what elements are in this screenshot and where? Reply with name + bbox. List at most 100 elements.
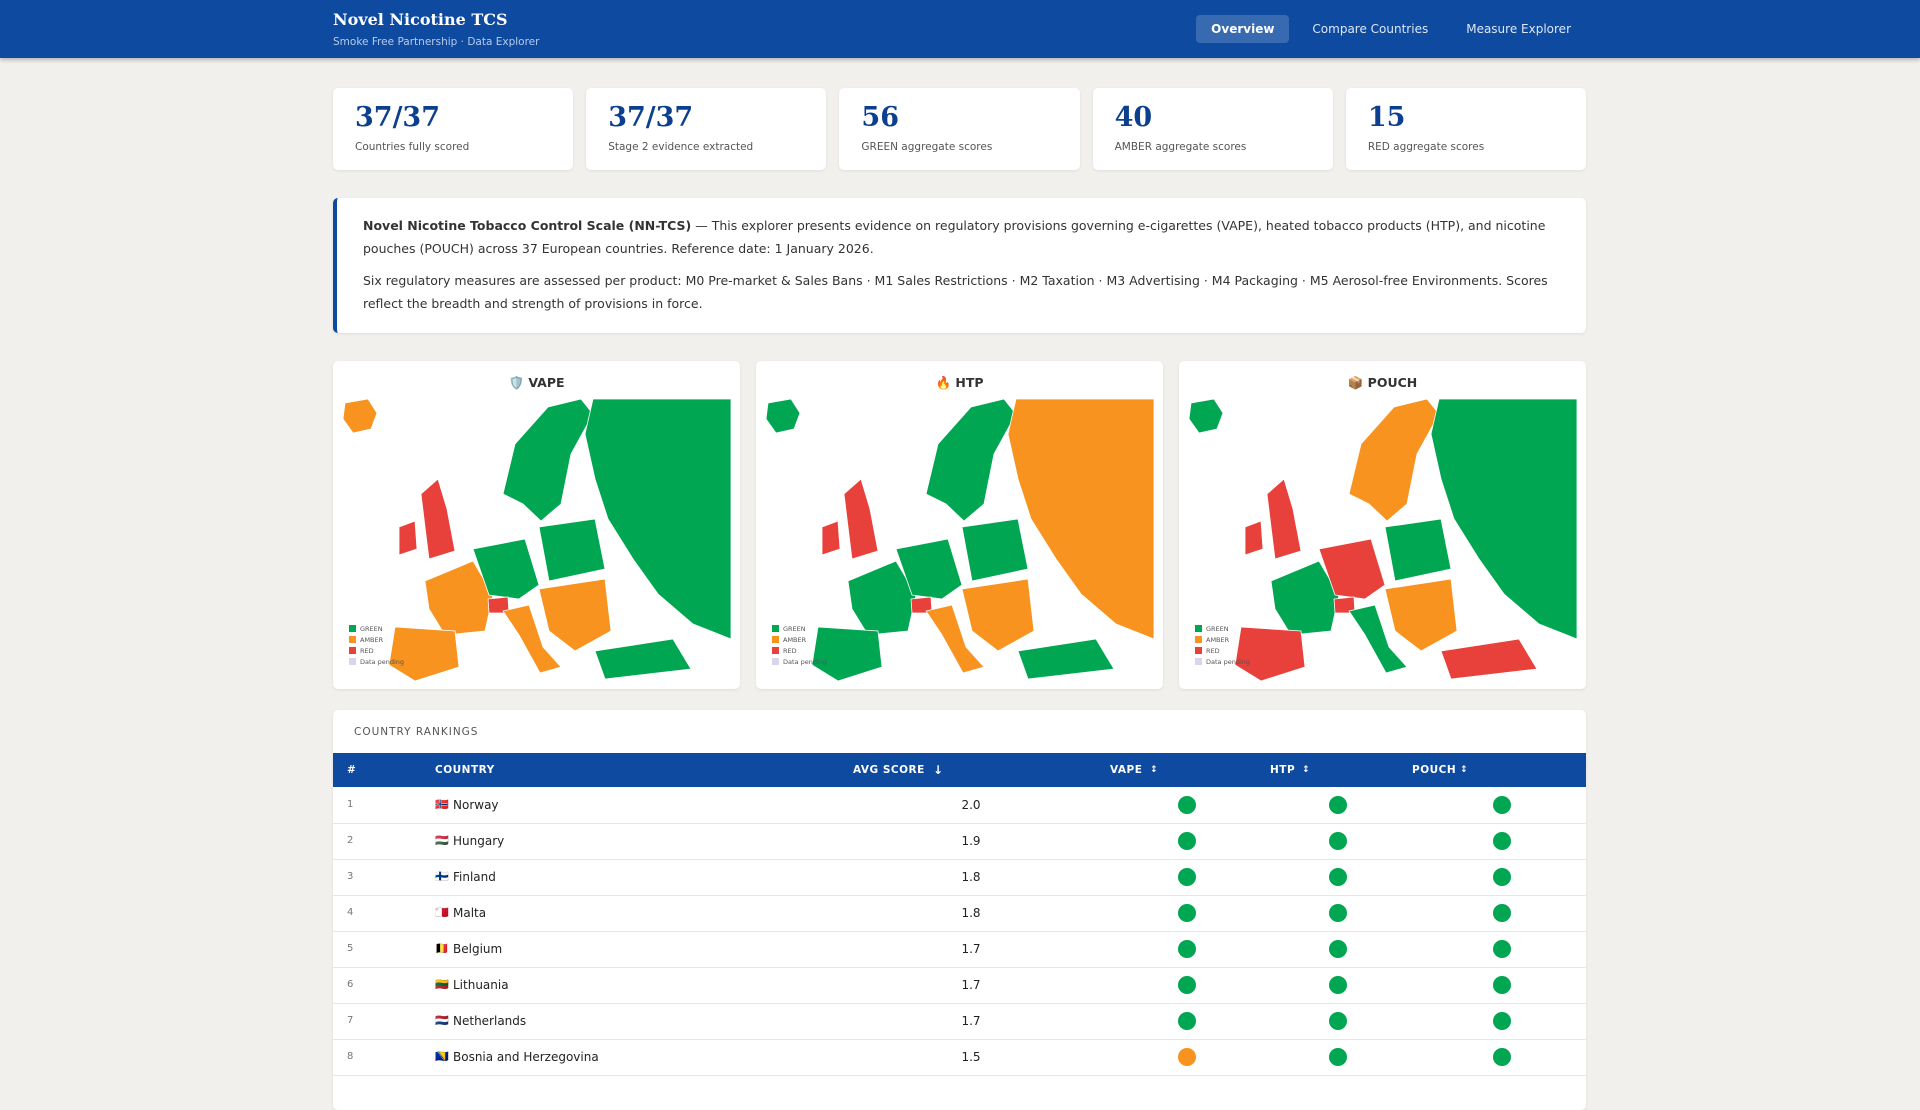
country-region bbox=[1348, 604, 1408, 674]
legend-swatch bbox=[1195, 658, 1202, 665]
legend-swatch bbox=[1195, 625, 1202, 632]
country-region bbox=[1244, 520, 1264, 556]
column-header[interactable]: AVG SCORE bbox=[853, 764, 925, 776]
stat-value: 37/37 bbox=[608, 102, 694, 133]
flag: 🇳🇱 bbox=[435, 1014, 449, 1027]
stats: 37/37 Countries fully scored 37/37 Stage 2 … bbox=[333, 88, 1587, 170]
table-row[interactable]: 5 🇧🇪 Belgium 1.7 bbox=[333, 931, 1586, 968]
stat-card: 37/37 Countries fully scored bbox=[333, 88, 574, 170]
sort-icon[interactable]: ↕ bbox=[1302, 765, 1311, 775]
country-region bbox=[847, 560, 917, 636]
rank: 2 bbox=[347, 835, 354, 846]
map-title: 🛡️ VAPE bbox=[508, 375, 565, 390]
country: Belgium bbox=[453, 942, 503, 956]
country-region bbox=[398, 520, 418, 556]
column-header: # bbox=[347, 764, 357, 776]
status-dot bbox=[1329, 796, 1347, 814]
status-dot bbox=[1178, 1012, 1196, 1030]
country-region bbox=[1189, 399, 1224, 434]
table-row[interactable]: 3 🇫🇮 Finland 1.8 bbox=[333, 859, 1586, 896]
rank: 1 bbox=[347, 799, 354, 810]
nav-tab[interactable]: Overview bbox=[1196, 15, 1290, 43]
country: Norway bbox=[453, 798, 499, 812]
legend-swatch bbox=[349, 636, 356, 643]
status-dot bbox=[1329, 976, 1347, 994]
flag: 🇲🇹 bbox=[435, 906, 449, 919]
stat-label: AMBER aggregate scores bbox=[1114, 141, 1247, 153]
map-title: 🔥 HTP bbox=[935, 375, 984, 390]
avg-score: 1.9 bbox=[961, 834, 981, 848]
status-dot bbox=[1178, 796, 1196, 814]
avg-score: 1.7 bbox=[961, 942, 981, 956]
rank: 6 bbox=[347, 979, 354, 990]
table-header: # COUNTRY AVG SCORE ↓ VAPE ↕ HTP ↕ POUCH ↕ bbox=[333, 753, 1586, 787]
legend-label: AMBER bbox=[360, 636, 384, 644]
rank: 7 bbox=[347, 1015, 354, 1026]
column-header[interactable]: HTP bbox=[1270, 764, 1296, 776]
legend-label: GREEN bbox=[1206, 625, 1229, 633]
map: GREEN AMBER RED Data pending bbox=[766, 399, 1154, 681]
country: Hungary bbox=[453, 834, 505, 848]
table-row[interactable]: 7 🇳🇱 Netherlands 1.7 bbox=[333, 1003, 1586, 1040]
sort-icon[interactable]: ↕ bbox=[1150, 765, 1159, 775]
legend-label: RED bbox=[360, 647, 374, 655]
status-dot bbox=[1178, 904, 1196, 922]
nav-tab[interactable]: Compare Countries bbox=[1312, 22, 1429, 36]
intro-paragraph: Novel Nicotine Tobacco Control Scale (NN… bbox=[363, 214, 1560, 260]
flag: 🇳🇴 bbox=[435, 798, 449, 811]
legend-swatch bbox=[349, 658, 356, 665]
legend-label: Data pending bbox=[1206, 658, 1250, 666]
flag: 🇧🇦 bbox=[435, 1050, 449, 1063]
legend-swatch bbox=[349, 647, 356, 654]
status-dot bbox=[1493, 904, 1511, 922]
status-dot bbox=[1178, 940, 1196, 958]
status-dot bbox=[1329, 1012, 1347, 1030]
country-region bbox=[1384, 578, 1458, 652]
legend-label: GREEN bbox=[360, 625, 383, 633]
table-row[interactable]: 4 🇲🇹 Malta 1.8 bbox=[333, 895, 1586, 932]
stat-label: Countries fully scored bbox=[355, 141, 470, 153]
stat-card: 15 RED aggregate scores bbox=[1345, 88, 1587, 170]
flag: 🇫🇮 bbox=[435, 870, 449, 883]
avg-score: 1.7 bbox=[961, 1014, 981, 1028]
status-dot bbox=[1329, 1048, 1347, 1066]
column-header[interactable]: VAPE bbox=[1110, 764, 1143, 776]
country-region bbox=[538, 578, 612, 652]
map: GREEN AMBER RED Data pending bbox=[343, 399, 731, 681]
stat-label: Stage 2 evidence extracted bbox=[608, 141, 754, 153]
legend-swatch bbox=[1195, 636, 1202, 643]
sort-icon[interactable]: ↓ bbox=[933, 763, 944, 777]
column-header[interactable]: POUCH bbox=[1412, 764, 1457, 776]
table-row[interactable]: 6 🇱🇹 Lithuania 1.7 bbox=[333, 967, 1586, 1004]
status-dot bbox=[1493, 940, 1511, 958]
country-region bbox=[502, 399, 594, 522]
country-region bbox=[961, 578, 1035, 652]
status-dot bbox=[1178, 1048, 1196, 1066]
stat-value: 15 bbox=[1367, 102, 1406, 133]
nav-tab[interactable]: Measure Explorer bbox=[1466, 22, 1571, 36]
stat-value: 37/37 bbox=[355, 102, 441, 133]
legend-swatch bbox=[772, 658, 779, 665]
map-panel: 🛡️ VAPE GREEN AMBER RED Data pending bbox=[333, 361, 740, 689]
country-region bbox=[538, 518, 606, 582]
column-header: COUNTRY bbox=[435, 764, 495, 776]
rankings: COUNTRY RANKINGS # COUNTRY AVG SCORE ↓ VAPE ↕… bbox=[333, 710, 1586, 1110]
stat-label: RED aggregate scores bbox=[1367, 141, 1485, 153]
country-region bbox=[1234, 626, 1306, 681]
country: Lithuania bbox=[453, 978, 509, 992]
table-row[interactable]: 1 🇳🇴 Norway 2.0 bbox=[333, 787, 1586, 824]
country-region bbox=[1348, 399, 1440, 522]
intro-text: — This explorer presents evidence on reg… bbox=[363, 218, 1546, 256]
country-region bbox=[1440, 638, 1538, 680]
status-dot bbox=[1493, 868, 1511, 886]
table-row[interactable]: 8 🇧🇦 Bosnia and Herzegovina 1.5 bbox=[333, 1039, 1586, 1076]
table-row[interactable]: 2 🇭🇺 Hungary 1.9 bbox=[333, 823, 1586, 860]
sort-icon[interactable]: ↕ bbox=[1460, 765, 1469, 775]
status-dot bbox=[1329, 868, 1347, 886]
legend-label: Data pending bbox=[360, 658, 404, 666]
country-region bbox=[343, 399, 378, 434]
stat-card: 40 AMBER aggregate scores bbox=[1092, 88, 1333, 170]
legend-label: RED bbox=[783, 647, 797, 655]
avg-score: 1.7 bbox=[961, 978, 981, 992]
